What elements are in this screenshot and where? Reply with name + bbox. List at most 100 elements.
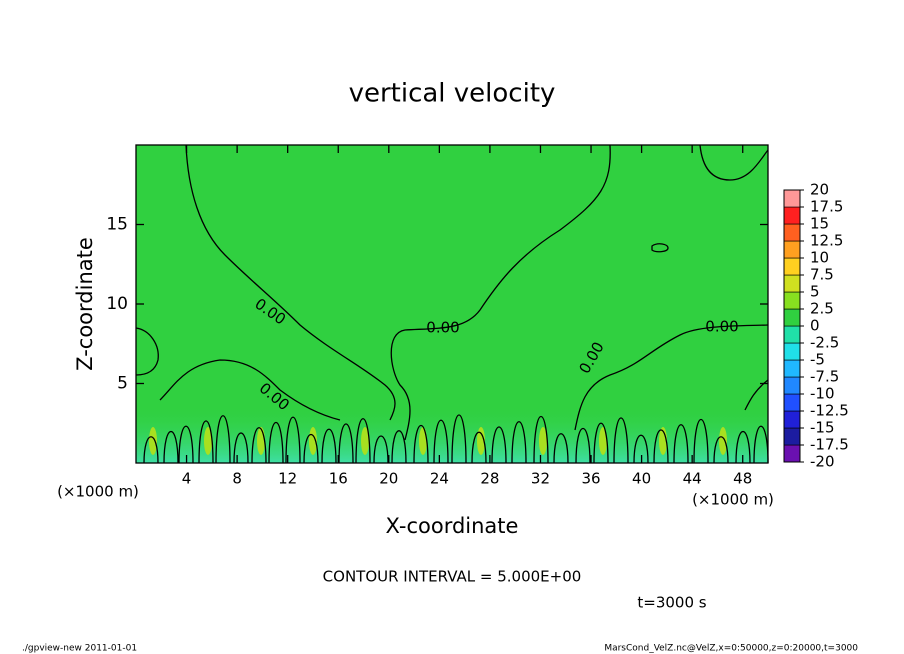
x-tick-label: 36 [581,470,600,488]
colorbar-label: 2.5 [810,300,834,318]
field-blob [361,427,369,455]
contour-line [391,430,407,464]
colorbar-swatch [783,410,801,429]
colorbar-swatch [783,444,801,463]
contour-lines [135,144,769,464]
field-blob [477,427,485,455]
contour-label: 0.00 [705,318,738,336]
x-tick-label: 40 [632,470,651,488]
colorbar-label: 12.5 [810,232,843,250]
footer-right: MarsCond_VelZ.nc@VelZ,x=0:50000,z=0:2000… [604,644,858,654]
contour-line [178,425,194,464]
contour-line [285,416,301,464]
x-unit-label: (×1000 m) [57,483,139,501]
contour-line [673,424,689,464]
y-axis-label: Z-coordinate [73,237,97,371]
contour-line [135,327,159,376]
x-tick-label: 32 [531,470,550,488]
contour-interval: CONTOUR INTERVAL = 5.000E+00 [323,568,582,586]
colorbar-label: -17.5 [810,436,849,454]
colorbar-label: -2.5 [810,334,839,352]
contour-line [471,431,487,464]
contour-line [735,430,751,464]
contour-line [575,428,591,464]
contour-line [268,421,284,464]
x-tick-label: 28 [480,470,499,488]
contour-line [653,429,669,464]
colorbar-swatch [783,427,801,446]
field-blob [539,427,547,455]
colorbar-swatch [783,223,801,242]
contour-line [491,426,507,464]
field-blob [719,427,727,455]
field-blob [204,427,212,455]
contour-line [713,436,729,464]
x-unit-label: (×1000 m) [692,491,774,509]
contour-line [451,414,467,464]
contour-line [355,418,371,464]
colorbar-swatch [783,308,801,327]
colorbar-swatch [783,274,801,293]
y-tick-label: 15 [106,215,128,235]
time-label: t=3000 s [637,594,706,612]
x-tick-label: 44 [683,470,702,488]
colorbar-swatch [783,189,801,208]
contour-line [633,434,649,464]
colorbar-label: 10 [810,249,829,267]
contour-line [321,428,337,464]
contour-line [159,359,341,421]
footer-left: ./gpview-new 2011-01-01 [22,644,137,654]
colorbar-swatch [783,359,801,378]
colorbar-swatch [783,291,801,310]
contour-line [338,423,354,464]
colorbar-frame [783,189,801,463]
contour-label: 0.00 [426,319,459,337]
y-tick-label: 10 [106,294,128,314]
field-blob [149,427,157,455]
colorbar-label: -15 [810,419,835,437]
colorbar-label: 5 [810,283,820,301]
x-tick-label: 24 [430,470,449,488]
field-blob [419,427,427,455]
contour-field [136,145,768,463]
colorbar-swatch [783,206,801,225]
contour-line [185,144,396,421]
contour-line [574,324,769,431]
colorbar-label: -7.5 [810,368,839,386]
contour-line [215,415,231,464]
contour-line [613,417,629,464]
contour-line [198,420,214,464]
contour-line [251,427,267,464]
contour-line [593,422,609,464]
x-tick-label: 20 [379,470,398,488]
colorbar-swatch [783,376,801,395]
y-tick-label: 5 [117,374,128,394]
chart-title: vertical velocity [349,79,556,109]
colorbar-label: 20 [810,181,829,199]
colorbar-label: 17.5 [810,198,843,216]
contour-line [553,433,569,464]
contour-line [233,432,249,464]
contour-line [511,421,527,464]
contour-line [143,436,159,464]
colorbar-label: -10 [810,385,835,403]
colorbar-label: 15 [810,215,829,233]
contour-line [533,415,549,464]
colorbar-label: -20 [810,453,835,471]
x-tick-label: 12 [278,470,297,488]
colorbar-label: 7.5 [810,266,834,284]
contour-line [373,435,389,464]
colorbar-label: -12.5 [810,402,849,420]
x-tick-label: 16 [329,470,348,488]
colorbar-swatch [783,393,801,412]
colorbar-label: 0 [810,317,820,335]
contour-line [651,243,669,253]
contour-line [163,430,179,464]
field-blob [599,427,607,455]
x-tick-label: 48 [733,470,752,488]
colorbar-swatch [783,342,801,361]
field-blob [257,427,265,455]
contour-line [693,418,709,464]
colorbar-label: -5 [810,351,825,369]
